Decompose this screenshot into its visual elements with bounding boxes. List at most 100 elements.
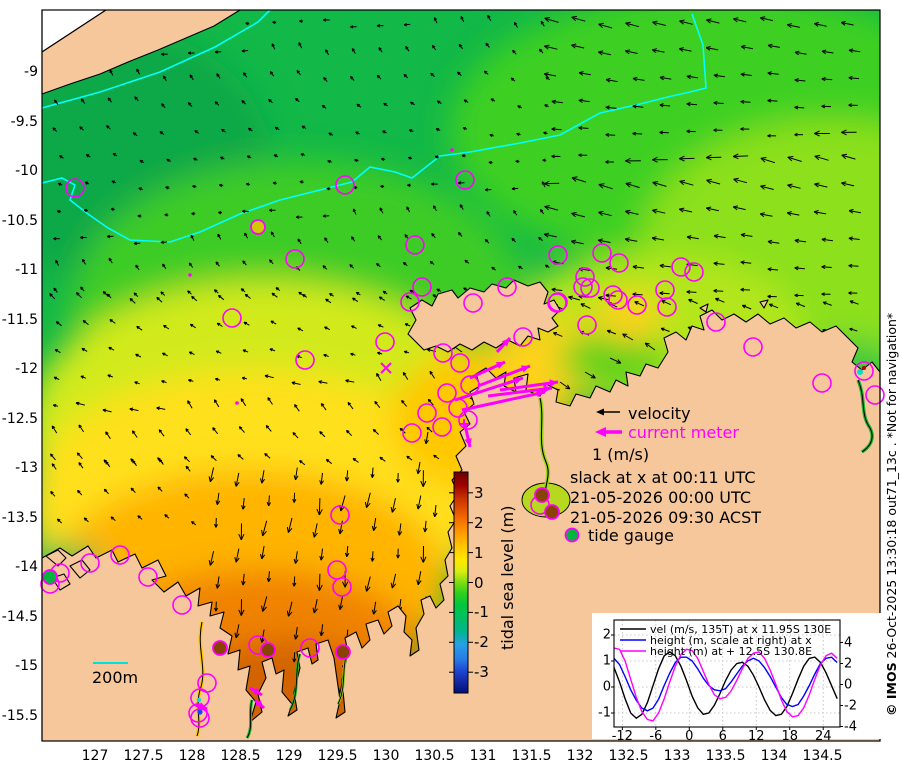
- current-meter-circle: [592, 243, 612, 263]
- colorbar-tick: -1: [474, 603, 489, 622]
- current-meter-vectors: [195, 336, 559, 711]
- current-meter-circle: [172, 595, 192, 615]
- watermark: © IMOS 26-Oct-2025 13:30:18 out71_13c . …: [884, 313, 899, 716]
- kimberley-islet: [69, 559, 91, 579]
- lat-tick: -15: [15, 658, 38, 674]
- colorbar-tick: 1: [474, 543, 484, 562]
- velocity-arrow-icon: [596, 408, 604, 416]
- current-meter-circle: [300, 638, 320, 658]
- colorbar-tick: 3: [474, 483, 484, 502]
- inset-y-tick-left: 1: [602, 653, 611, 669]
- lon-tick: 128.5: [220, 748, 261, 764]
- colorbar: [449, 471, 473, 694]
- current-meter-circle: [671, 257, 691, 277]
- lon-tick: 133: [663, 748, 691, 764]
- isobath-200m: [42, 10, 707, 243]
- current-meter-circle: [684, 262, 704, 282]
- current-meter-circle: [627, 295, 647, 315]
- tide-gauge-symbol: [260, 642, 276, 658]
- current-meter-circle: [138, 567, 158, 587]
- current-meter-circle: [854, 361, 874, 381]
- inset-x-tick: -12: [611, 729, 633, 744]
- lon-tick: 134.5: [802, 748, 843, 764]
- current-meter-arrow-icon: [595, 427, 606, 437]
- legend-vector-scale: 1 (m/s): [592, 445, 650, 464]
- legend-tide-gauge-label: tide gauge: [588, 526, 674, 545]
- inset-y-tick-left: 2: [602, 627, 611, 643]
- current-meter-circle: [190, 708, 210, 728]
- current-meter-circle: [865, 385, 885, 405]
- legend-velocity-label: velocity: [628, 404, 691, 423]
- legend-acst-line: 21-05-2026 09:30 ACST: [570, 508, 762, 527]
- lat-tick: -12: [15, 361, 38, 377]
- current-meter-circle: [706, 312, 726, 332]
- legend-current-meter-label: current meter: [628, 423, 739, 442]
- current-meter-circle: [573, 277, 593, 297]
- current-meter-circle: [458, 410, 478, 430]
- current-meter-circle: [222, 308, 242, 328]
- current-meter-circle: [580, 278, 600, 298]
- inset-x-tick: 0: [685, 729, 694, 744]
- current-meter-circle: [657, 297, 677, 317]
- tide-gauge-icon: [564, 527, 580, 543]
- inset-x-tick: 18: [781, 729, 799, 744]
- inset-x-tick: 12: [747, 729, 765, 744]
- current-meter-circle: [433, 343, 453, 363]
- current-meter-circle: [743, 337, 763, 357]
- lon-tick: 133.5: [705, 748, 746, 764]
- inset-x-tick: 24: [814, 729, 832, 744]
- inset-y-tick-left: -1: [598, 705, 611, 721]
- inset-x-tick: -6: [649, 729, 663, 744]
- slack-x-marker: [380, 362, 392, 374]
- kimberley-islet: [45, 549, 67, 567]
- current-meter-circle: [412, 277, 432, 297]
- tide-gauge-symbol: [534, 487, 550, 503]
- current-meter-circle: [65, 178, 85, 198]
- current-meter-circle: [437, 383, 457, 403]
- inset-series: [614, 656, 838, 712]
- lat-tick: -14: [15, 559, 38, 575]
- tide-gauge-symbol: [212, 640, 228, 656]
- lon-tick: 128: [178, 748, 206, 764]
- current-meter-circle: [285, 249, 305, 269]
- current-meter-circle: [330, 505, 350, 525]
- inset-y-tick-right: -2: [844, 698, 857, 713]
- inset-legend-entry: vel (m/s, 135T) at x 11.95S 130E: [650, 622, 832, 636]
- inset-panel: [592, 613, 882, 739]
- map-frame: [41, 9, 881, 742]
- height-plus-marker: [459, 419, 469, 429]
- current-meter-circle: [547, 293, 567, 313]
- colorbar-tick: 0: [474, 573, 484, 592]
- lat-tick: -11.5: [1, 311, 38, 328]
- current-meter-circle: [450, 353, 470, 373]
- current-meter-circle: [577, 315, 597, 335]
- current-meter-circle: [575, 267, 595, 287]
- lon-tick: 129.5: [317, 748, 358, 764]
- current-meter-circle: [812, 373, 832, 393]
- lon-tick: 132: [566, 748, 594, 764]
- colorbar-tick: -2: [474, 633, 489, 652]
- colorbar-tick: -3: [474, 663, 489, 682]
- lat-tick: -12.5: [1, 410, 38, 427]
- current-meter-circle: [417, 403, 437, 423]
- current-meter-circle: [405, 235, 425, 255]
- lat-tick: -15.5: [1, 707, 38, 724]
- inset-y-tick-right: -4: [844, 719, 857, 734]
- inset-y-tick-right: 2: [844, 656, 853, 671]
- lon-tick: 130.5: [414, 748, 455, 764]
- tide-gauge-symbol: [335, 644, 351, 660]
- current-meter-circle: [609, 253, 629, 273]
- current-meter-circle: [463, 293, 483, 313]
- ocean-field: [42, 10, 880, 741]
- colorbar-tick: 2: [474, 513, 484, 532]
- legend-utc-line: 21-05-2026 00:00 UTC: [570, 488, 751, 507]
- scale-bar-label: 200m: [92, 668, 139, 687]
- lon-tick: 132.5: [608, 748, 649, 764]
- site-markers: [380, 362, 469, 429]
- lon-tick: 131: [469, 748, 497, 764]
- current-meter-circle: [513, 327, 533, 347]
- lat-tick: -11: [15, 262, 38, 278]
- lat-tick: -13.5: [1, 509, 38, 526]
- current-meter-circle: [603, 285, 623, 305]
